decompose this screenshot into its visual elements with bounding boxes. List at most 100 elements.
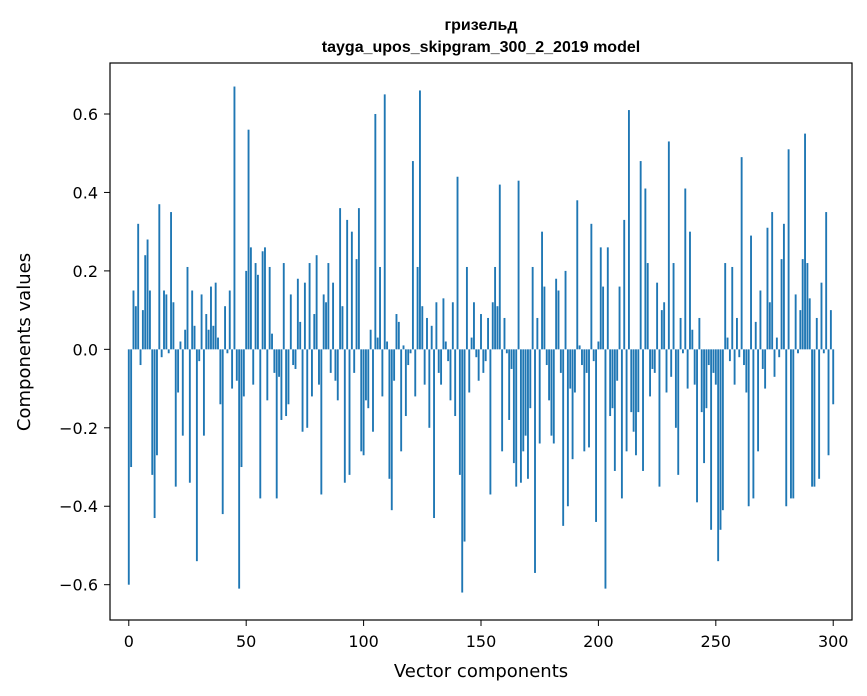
bar bbox=[294, 349, 297, 369]
bar bbox=[550, 349, 553, 436]
bar bbox=[505, 349, 508, 354]
bar bbox=[761, 349, 764, 369]
bar bbox=[785, 349, 788, 507]
bar bbox=[519, 349, 522, 483]
bar bbox=[726, 337, 729, 350]
bar bbox=[696, 349, 698, 503]
bar bbox=[667, 141, 670, 350]
bar bbox=[158, 204, 161, 350]
bar bbox=[806, 263, 809, 350]
y-tick-label: −0.2 bbox=[59, 419, 98, 438]
bar bbox=[428, 349, 431, 428]
bar bbox=[296, 278, 299, 350]
bar bbox=[822, 349, 825, 354]
bar bbox=[728, 349, 731, 362]
bar bbox=[343, 349, 346, 483]
bar bbox=[724, 263, 727, 350]
bar bbox=[494, 266, 497, 350]
bar bbox=[808, 298, 811, 350]
bar bbox=[308, 263, 311, 350]
bar bbox=[207, 329, 210, 350]
bar bbox=[604, 349, 607, 589]
bar bbox=[686, 349, 689, 389]
bar bbox=[801, 259, 804, 350]
bar bbox=[599, 247, 602, 350]
bar bbox=[714, 349, 717, 385]
bar bbox=[820, 282, 823, 350]
bar bbox=[477, 349, 480, 381]
bar bbox=[426, 317, 428, 350]
bar bbox=[238, 349, 241, 589]
bar bbox=[771, 212, 774, 350]
bar bbox=[235, 349, 238, 381]
bar bbox=[301, 349, 304, 432]
y-tick-label: 0.2 bbox=[73, 262, 98, 281]
bar bbox=[409, 349, 412, 354]
bar bbox=[247, 129, 250, 350]
bar bbox=[146, 239, 149, 350]
chart-subtitle: tayga_upos_skipgram_300_2_2019 model bbox=[322, 39, 640, 56]
bar bbox=[346, 219, 349, 350]
bar bbox=[451, 302, 454, 350]
bar bbox=[651, 349, 654, 369]
bar bbox=[566, 349, 569, 507]
bar bbox=[221, 349, 224, 515]
bar bbox=[815, 317, 818, 350]
bar bbox=[468, 349, 471, 393]
bar bbox=[590, 223, 593, 350]
bar bbox=[670, 349, 673, 377]
bar bbox=[480, 314, 482, 350]
bar bbox=[402, 345, 405, 350]
bar bbox=[752, 349, 755, 499]
bar bbox=[635, 349, 637, 456]
bar bbox=[202, 349, 205, 436]
bar bbox=[256, 274, 259, 350]
bar bbox=[411, 161, 414, 350]
bar bbox=[278, 349, 280, 377]
bar bbox=[660, 310, 663, 350]
bar bbox=[357, 208, 360, 350]
bar bbox=[705, 349, 708, 409]
bar bbox=[153, 349, 156, 519]
bar bbox=[682, 349, 684, 354]
bar bbox=[275, 349, 278, 499]
bar bbox=[700, 349, 703, 413]
bar bbox=[515, 349, 518, 487]
bar bbox=[750, 235, 752, 350]
bar bbox=[721, 349, 724, 511]
bar bbox=[768, 302, 771, 350]
bar bbox=[289, 294, 292, 350]
bar bbox=[386, 341, 389, 350]
bar bbox=[703, 349, 706, 464]
bar bbox=[461, 349, 464, 593]
bar bbox=[280, 349, 283, 420]
bar bbox=[534, 349, 536, 573]
bar bbox=[616, 349, 619, 381]
bar bbox=[139, 349, 142, 366]
bar bbox=[733, 349, 736, 385]
bar bbox=[188, 349, 191, 483]
bar bbox=[327, 263, 330, 350]
bar bbox=[482, 349, 485, 373]
bar bbox=[797, 349, 799, 354]
bar bbox=[764, 349, 767, 389]
bar bbox=[597, 341, 600, 350]
bar bbox=[416, 266, 419, 350]
bar bbox=[508, 349, 511, 420]
bar bbox=[712, 349, 715, 373]
x-axis-ticks: 0 50 100 150 200 250 300 bbox=[124, 620, 848, 651]
bar bbox=[790, 349, 792, 499]
x-tick-label: 250 bbox=[701, 632, 732, 651]
bar bbox=[498, 184, 501, 350]
bar bbox=[757, 349, 760, 452]
bar bbox=[799, 310, 802, 350]
x-tick-label: 150 bbox=[466, 632, 497, 651]
bar bbox=[665, 349, 668, 393]
bar bbox=[689, 231, 691, 350]
bar bbox=[437, 349, 440, 373]
bar bbox=[177, 349, 180, 393]
bar bbox=[606, 247, 609, 350]
bar bbox=[329, 349, 332, 373]
bar bbox=[827, 349, 830, 456]
bar bbox=[576, 200, 579, 350]
